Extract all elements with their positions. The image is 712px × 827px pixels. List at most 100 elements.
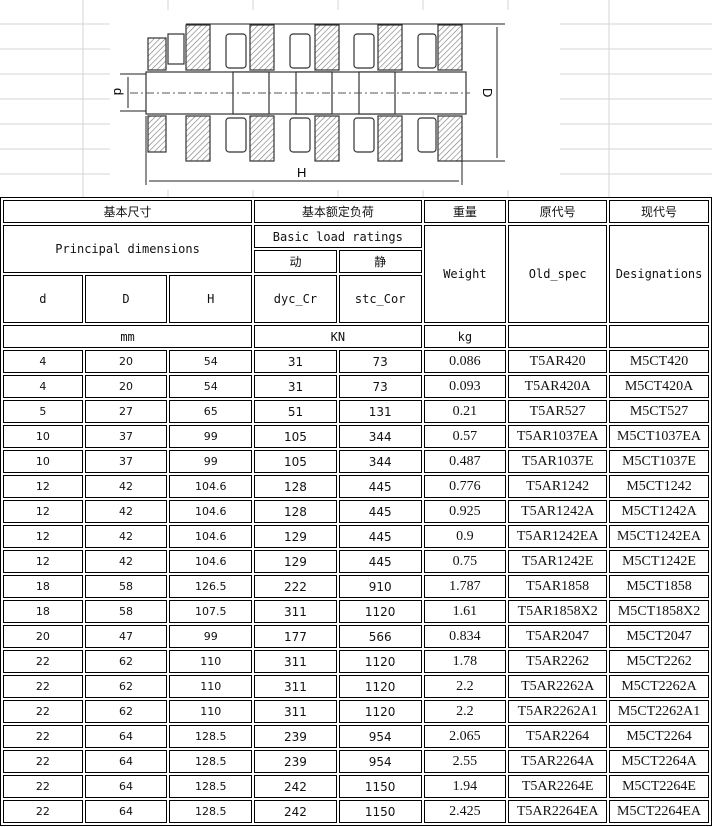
cell-H: 128.5 <box>169 750 253 773</box>
table-row: 12 42 104.6 129 445 0.9 T5AR1242EA M5CT1242EA <box>3 525 709 548</box>
table-row: 22 64 128.5 242 1150 2.425 T5AR2264EA M5CT2264E… <box>3 800 709 823</box>
header-dimensions-cn: 基本尺寸 <box>3 200 253 223</box>
cell-H: 107.5 <box>169 600 253 623</box>
cell-D: 58 <box>84 600 168 623</box>
cell-weight: 0.834 <box>423 625 507 648</box>
cell-weight: 2.065 <box>423 725 507 748</box>
cell-dyc-cr: 239 <box>254 725 337 748</box>
cell-designation: M5CT1037EA <box>609 425 709 448</box>
table-row: 18 58 107.5 311 1120 1.61 T5AR1858X2 M5CT1858X2 <box>3 600 709 623</box>
cell-stc-cor: 73 <box>338 375 422 398</box>
header-weight: Weight <box>423 225 507 323</box>
cell-H: 110 <box>169 650 253 673</box>
cell-designation: M5CT1242A <box>609 500 709 523</box>
cell-dyc-cr: 311 <box>254 600 337 623</box>
cell-designation: M5CT1037E <box>609 450 709 473</box>
cell-weight: 0.776 <box>423 475 507 498</box>
cell-D: 20 <box>84 350 168 373</box>
table-row: 22 62 110 311 1120 2.2 T5AR2262A1 M5CT2262A1 <box>3 700 709 723</box>
cell-designation: M5CT1242 <box>609 475 709 498</box>
cell-d: 22 <box>3 775 83 798</box>
cell-d: 22 <box>3 800 83 823</box>
cell-dyc-cr: 129 <box>254 525 337 548</box>
cell-dyc-cr: 311 <box>254 675 337 698</box>
cell-old-spec: T5AR2264EA <box>508 800 608 823</box>
header-load-cn: 基本额定负荷 <box>254 200 422 223</box>
cell-designation: M5CT2264E <box>609 775 709 798</box>
cell-stc-cor: 344 <box>338 425 422 448</box>
cell-D: 47 <box>84 625 168 648</box>
cell-weight: 2.2 <box>423 700 507 723</box>
cell-weight: 0.57 <box>423 425 507 448</box>
table-row: 5 27 65 51 131 0.21 T5AR527 M5CT527 <box>3 400 709 423</box>
cell-D: 37 <box>84 450 168 473</box>
header-designation-cn: 现代号 <box>609 200 709 223</box>
cell-old-spec: T5AR2264A <box>508 750 608 773</box>
cell-stc-cor: 131 <box>338 400 422 423</box>
table-row: 22 64 128.5 239 954 2.55 T5AR2264A M5CT2264A <box>3 750 709 773</box>
cell-D: 64 <box>84 725 168 748</box>
header-d: d <box>3 275 83 323</box>
header-old-spec-cn: 原代号 <box>508 200 608 223</box>
unit-old-spec-empty <box>508 325 608 348</box>
cell-D: 64 <box>84 775 168 798</box>
cell-old-spec: T5AR2262A1 <box>508 700 608 723</box>
cell-d: 12 <box>3 475 83 498</box>
bearing-cross-section-drawing: D d H <box>110 10 560 190</box>
cell-d: 12 <box>3 500 83 523</box>
header-D: D <box>84 275 168 323</box>
cell-stc-cor: 1150 <box>338 800 422 823</box>
cell-d: 10 <box>3 425 83 448</box>
cell-H: 104.6 <box>169 500 253 523</box>
cell-weight: 0.487 <box>423 450 507 473</box>
table-row: 22 64 128.5 242 1150 1.94 T5AR2264E M5CT2264E <box>3 775 709 798</box>
cell-stc-cor: 445 <box>338 525 422 548</box>
cell-old-spec: T5AR420 <box>508 350 608 373</box>
cell-designation: M5CT1858 <box>609 575 709 598</box>
header-dynamic-cn: 动 <box>254 250 337 273</box>
cell-designation: M5CT2264EA <box>609 800 709 823</box>
cell-d: 18 <box>3 600 83 623</box>
cell-stc-cor: 1120 <box>338 650 422 673</box>
cell-d: 22 <box>3 675 83 698</box>
cell-H: 110 <box>169 675 253 698</box>
cell-weight: 1.78 <box>423 650 507 673</box>
cell-D: 62 <box>84 700 168 723</box>
cell-d: 12 <box>3 525 83 548</box>
cell-H: 104.6 <box>169 525 253 548</box>
cell-old-spec: T5AR1858 <box>508 575 608 598</box>
cell-old-spec: T5AR2047 <box>508 625 608 648</box>
cell-old-spec: T5AR2264 <box>508 725 608 748</box>
cell-D: 42 <box>84 500 168 523</box>
header-H: H <box>169 275 253 323</box>
cell-H: 110 <box>169 700 253 723</box>
cell-stc-cor: 954 <box>338 750 422 773</box>
cell-H: 126.5 <box>169 575 253 598</box>
cell-H: 128.5 <box>169 725 253 748</box>
cell-designation: M5CT2264 <box>609 725 709 748</box>
cell-H: 65 <box>169 400 253 423</box>
cell-H: 128.5 <box>169 800 253 823</box>
cell-dyc-cr: 31 <box>254 350 337 373</box>
cell-d: 22 <box>3 725 83 748</box>
cell-stc-cor: 1120 <box>338 700 422 723</box>
cell-designation: M5CT2262A1 <box>609 700 709 723</box>
cell-designation: M5CT2262 <box>609 650 709 673</box>
cell-stc-cor: 1120 <box>338 600 422 623</box>
cell-H: 104.6 <box>169 475 253 498</box>
cell-weight: 2.2 <box>423 675 507 698</box>
cell-weight: 1.94 <box>423 775 507 798</box>
table-row: 10 37 99 105 344 0.57 T5AR1037EA M5CT1037EA <box>3 425 709 448</box>
cell-dyc-cr: 105 <box>254 425 337 448</box>
cell-dyc-cr: 129 <box>254 550 337 573</box>
cell-old-spec: T5AR2262A <box>508 675 608 698</box>
bearing-spec-table: 基本尺寸 基本额定负荷 重量 原代号 现代号 Principal dimensi… <box>0 197 712 826</box>
cell-weight: 0.086 <box>423 350 507 373</box>
cell-dyc-cr: 105 <box>254 450 337 473</box>
cell-designation: M5CT2262A <box>609 675 709 698</box>
cell-H: 54 <box>169 350 253 373</box>
cell-weight: 0.925 <box>423 500 507 523</box>
cell-stc-cor: 445 <box>338 475 422 498</box>
cell-D: 42 <box>84 475 168 498</box>
cell-dyc-cr: 311 <box>254 700 337 723</box>
